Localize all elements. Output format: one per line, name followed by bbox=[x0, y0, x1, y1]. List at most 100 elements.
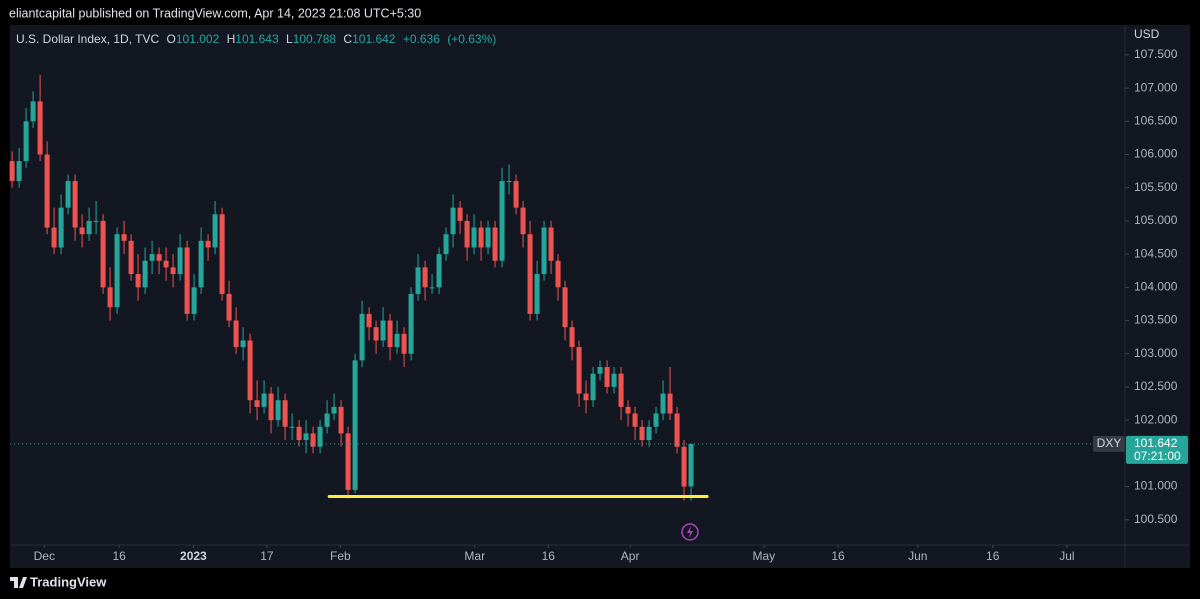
candle-body bbox=[506, 181, 512, 183]
candle-body bbox=[499, 181, 505, 261]
candle-body bbox=[107, 287, 113, 308]
candle-body bbox=[513, 181, 519, 208]
candle-body bbox=[681, 446, 687, 487]
header-text: eliantcapital published on TradingView.c… bbox=[9, 6, 421, 20]
y-tick-label: 102.500 bbox=[1134, 379, 1178, 393]
candle-body bbox=[366, 313, 372, 328]
candle-body bbox=[415, 267, 421, 294]
candle-body bbox=[296, 426, 302, 441]
candle-body bbox=[149, 254, 155, 261]
legend-o: O bbox=[167, 32, 176, 46]
candle-body bbox=[268, 393, 274, 421]
candle-body bbox=[170, 267, 176, 275]
legend-l-value: 100.788 bbox=[293, 32, 337, 46]
candle-body bbox=[240, 340, 246, 348]
candle-body bbox=[261, 393, 267, 407]
candle-body bbox=[128, 240, 134, 275]
y-tick-label: 105.000 bbox=[1134, 213, 1178, 227]
candle-body bbox=[86, 220, 92, 235]
candle-body bbox=[135, 274, 141, 288]
candle-body bbox=[191, 287, 197, 314]
candle-body bbox=[408, 293, 414, 354]
legend-change: +0.636 bbox=[403, 32, 440, 46]
y-tick-label: 104.000 bbox=[1134, 279, 1178, 293]
footer-logo: TradingView bbox=[10, 574, 107, 589]
candle-body bbox=[275, 400, 281, 421]
candle-body bbox=[639, 426, 645, 441]
candle-body bbox=[247, 340, 253, 401]
candle-body bbox=[156, 254, 162, 261]
candle-body bbox=[72, 181, 78, 228]
candle-body bbox=[562, 287, 568, 328]
y-tick-label: 103.000 bbox=[1134, 346, 1178, 360]
candle-body bbox=[457, 207, 463, 221]
candle-body bbox=[674, 413, 680, 447]
y-tick-label: 105.500 bbox=[1134, 180, 1178, 194]
candle-body bbox=[401, 333, 407, 354]
candle-body bbox=[317, 426, 323, 447]
candle-body bbox=[198, 240, 204, 288]
last-price-label: 101.642 bbox=[1134, 436, 1178, 450]
chart-pane bbox=[10, 25, 1190, 568]
legend-title: U.S. Dollar Index, 1D, TVC bbox=[16, 32, 159, 46]
event-icon bbox=[681, 523, 699, 541]
y-tick-label: 102.000 bbox=[1134, 412, 1178, 426]
x-tick-label: May bbox=[752, 549, 775, 563]
x-tick-label: 17 bbox=[260, 549, 274, 563]
footer-brand: TradingView bbox=[30, 574, 107, 589]
candle-body bbox=[555, 260, 561, 288]
candle-body bbox=[289, 426, 295, 428]
candle-body bbox=[58, 207, 64, 248]
x-tick-label: Jul bbox=[1059, 549, 1074, 563]
candle-body bbox=[51, 227, 57, 248]
legend: U.S. Dollar Index, 1D, TVC O101.002 H101… bbox=[16, 32, 496, 46]
candle-body bbox=[387, 320, 393, 348]
x-tick-label: 16 bbox=[542, 549, 556, 563]
candle-body bbox=[233, 320, 239, 348]
candle-body bbox=[16, 161, 22, 182]
candle-body bbox=[359, 313, 365, 361]
candle-body bbox=[142, 260, 148, 288]
x-tick-label: Apr bbox=[621, 549, 640, 563]
legend-h-value: 101.643 bbox=[235, 32, 279, 46]
candle-body bbox=[282, 400, 288, 427]
y-tick-label: 101.000 bbox=[1134, 479, 1178, 493]
event-icon-bolt bbox=[687, 526, 693, 538]
candle-body bbox=[478, 227, 484, 248]
candle-body bbox=[177, 247, 183, 275]
y-tick-label: 107.500 bbox=[1134, 47, 1178, 61]
candle-body bbox=[352, 360, 358, 490]
candle-body bbox=[394, 333, 400, 348]
candle-body bbox=[646, 426, 652, 441]
candle-body bbox=[100, 220, 106, 288]
candle-body bbox=[653, 413, 659, 427]
candle-body bbox=[520, 207, 526, 235]
candle-body bbox=[625, 406, 631, 414]
y-tick-label: 106.500 bbox=[1134, 113, 1178, 127]
legend-o-value: 101.002 bbox=[176, 32, 220, 46]
candle-body bbox=[436, 254, 442, 288]
candle-body bbox=[373, 327, 379, 341]
candle-body bbox=[310, 433, 316, 447]
candle-body bbox=[632, 413, 638, 427]
candle-body bbox=[485, 227, 491, 248]
candle-body bbox=[212, 214, 218, 248]
symbol-box bbox=[1093, 435, 1125, 452]
candle-body bbox=[422, 267, 428, 288]
y-tick-label: 100.500 bbox=[1134, 512, 1178, 526]
candle-body bbox=[37, 101, 43, 155]
candle-body bbox=[464, 220, 470, 248]
candle-body bbox=[93, 220, 99, 222]
y-tick-label: 103.500 bbox=[1134, 313, 1178, 327]
candle-body bbox=[667, 393, 673, 414]
x-tick-label: 16 bbox=[113, 549, 127, 563]
candle-body bbox=[184, 247, 190, 314]
x-tick-label: 16 bbox=[831, 549, 845, 563]
candle-body bbox=[611, 373, 617, 387]
x-tick-label: Jun bbox=[908, 549, 927, 563]
candle-body bbox=[548, 227, 554, 261]
candle-body bbox=[30, 101, 36, 122]
candle-body bbox=[590, 373, 596, 401]
candle-body bbox=[23, 121, 29, 162]
